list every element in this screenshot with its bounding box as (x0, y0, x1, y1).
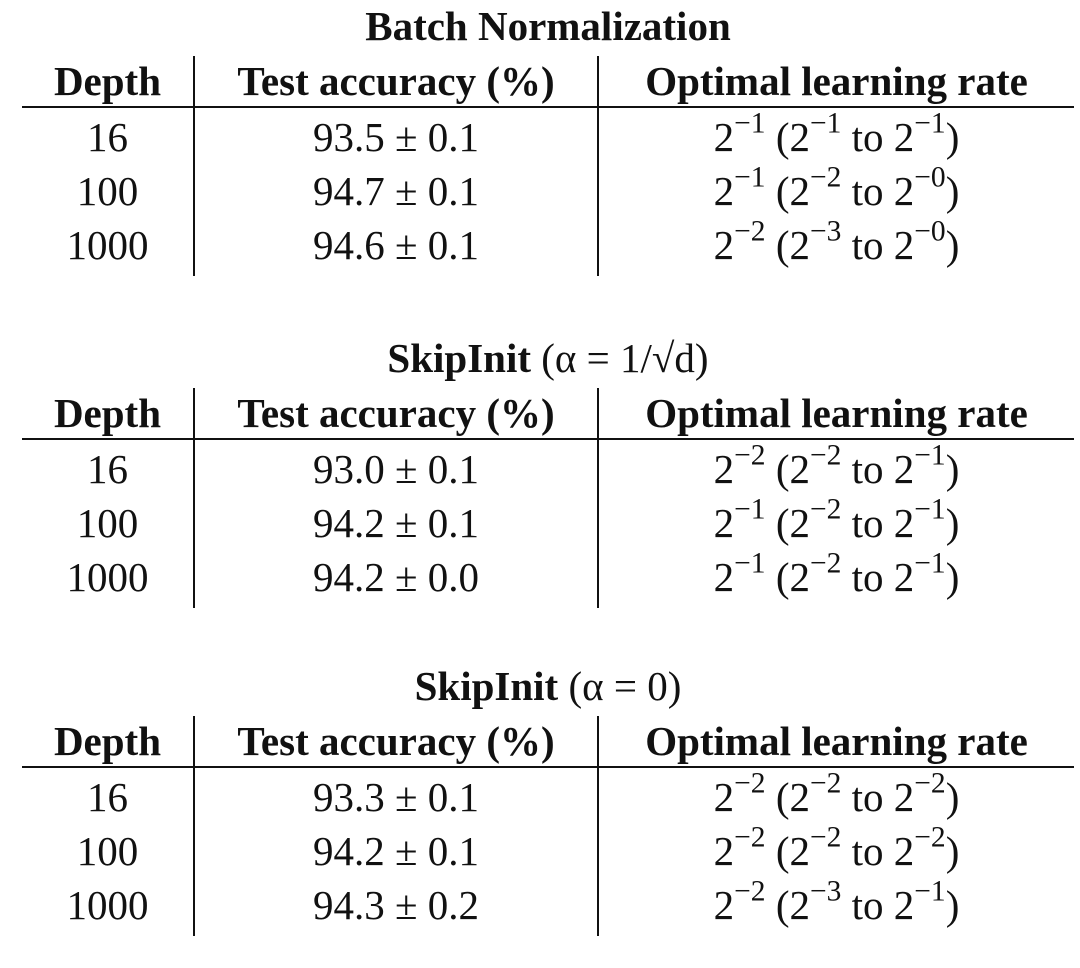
table-row: 100 94.2 ± 0.1 2−2 (2−2 to 2−2) (22, 821, 1074, 878)
header-test-accuracy: Test accuracy (%) (194, 56, 599, 108)
table-title-bold: SkipInit (387, 335, 532, 381)
cell-learning-rate: 2−2 (2−3 to 2−1) (713, 875, 960, 928)
cell-accuracy: 93.0 ± 0.1 (194, 439, 599, 496)
results-table: Depth Test accuracy (%) Optimal learning… (22, 716, 1074, 936)
cell-accuracy: 94.7 ± 0.1 (194, 164, 599, 218)
cell-depth: 100 (22, 164, 195, 218)
results-table: Depth Test accuracy (%) Optimal learning… (22, 56, 1074, 276)
cell-learning-rate: 2−2 (2−2 to 2−2) (713, 821, 960, 874)
header-test-accuracy: Test accuracy (%) (194, 716, 599, 768)
cell-learning-rate: 2−1 (2−1 to 2−1) (713, 107, 960, 160)
header-optimal-learning-rate: Optimal learning rate (598, 56, 1074, 108)
cell-depth: 1000 (22, 218, 195, 276)
table-section-skipinit-sqrt: SkipInit (α = 1/√d) Depth Test accuracy … (22, 332, 1074, 608)
cell-learning-rate: 2−1 (2−2 to 2−1) (713, 547, 960, 600)
table-row: 16 93.0 ± 0.1 2−2 (2−2 to 2−1) (22, 439, 1074, 496)
table-row: 1000 94.6 ± 0.1 2−2 (2−3 to 2−0) (22, 215, 1074, 276)
header-row: Depth Test accuracy (%) Optimal learning… (22, 716, 1074, 768)
header-row: Depth Test accuracy (%) Optimal learning… (22, 56, 1074, 108)
table-row: 16 93.5 ± 0.1 2−1 (2−1 to 2−1) (22, 107, 1074, 164)
cell-learning-rate: 2−2 (2−3 to 2−0) (713, 215, 960, 268)
table-title: SkipInit (α = 0) (22, 660, 1074, 712)
table-section-skipinit-zero: SkipInit (α = 0) Depth Test accuracy (%)… (22, 660, 1074, 936)
cell-depth: 1000 (22, 878, 195, 936)
header-optimal-learning-rate: Optimal learning rate (598, 716, 1074, 768)
table-row: 1000 94.2 ± 0.0 2−1 (2−2 to 2−1) (22, 547, 1074, 608)
cell-accuracy: 93.5 ± 0.1 (194, 107, 599, 164)
header-test-accuracy: Test accuracy (%) (194, 388, 599, 440)
cell-depth: 16 (22, 107, 195, 164)
table-row: 100 94.7 ± 0.1 2−1 (2−2 to 2−0) (22, 161, 1074, 218)
cell-depth: 16 (22, 767, 195, 824)
header-row: Depth Test accuracy (%) Optimal learning… (22, 388, 1074, 440)
cell-learning-rate: 2−2 (2−2 to 2−1) (713, 439, 960, 492)
header-depth: Depth (22, 716, 195, 768)
cell-accuracy: 94.6 ± 0.1 (194, 218, 599, 276)
table-row: 16 93.3 ± 0.1 2−2 (2−2 to 2−2) (22, 767, 1074, 824)
table-title: Batch Normalization (22, 0, 1074, 52)
table-title-bold: SkipInit (414, 663, 559, 709)
cell-accuracy: 93.3 ± 0.1 (194, 767, 599, 824)
cell-depth: 1000 (22, 550, 195, 608)
cell-accuracy: 94.2 ± 0.1 (194, 496, 599, 550)
header-optimal-learning-rate: Optimal learning rate (598, 388, 1074, 440)
cell-accuracy: 94.2 ± 0.0 (194, 550, 599, 608)
header-depth: Depth (22, 56, 195, 108)
cell-learning-rate: 2−1 (2−2 to 2−0) (713, 161, 960, 214)
cell-depth: 100 (22, 824, 195, 878)
table-section-batch-norm: Batch Normalization Depth Test accuracy … (22, 0, 1074, 276)
cell-depth: 16 (22, 439, 195, 496)
results-table: Depth Test accuracy (%) Optimal learning… (22, 388, 1074, 608)
table-row: 1000 94.3 ± 0.2 2−2 (2−3 to 2−1) (22, 875, 1074, 936)
cell-learning-rate: 2−2 (2−2 to 2−2) (713, 767, 960, 820)
cell-depth: 100 (22, 496, 195, 550)
header-depth: Depth (22, 388, 195, 440)
table-row: 100 94.2 ± 0.1 2−1 (2−2 to 2−1) (22, 493, 1074, 550)
table-title-bold: Batch Normalization (365, 3, 731, 49)
cell-learning-rate: 2−1 (2−2 to 2−1) (713, 493, 960, 546)
cell-accuracy: 94.2 ± 0.1 (194, 824, 599, 878)
table-title-math: (α = 0) (568, 663, 682, 709)
table-title: SkipInit (α = 1/√d) (22, 332, 1074, 384)
table-title-math: (α = 1/√d) (541, 335, 709, 381)
cell-accuracy: 94.3 ± 0.2 (194, 878, 599, 936)
